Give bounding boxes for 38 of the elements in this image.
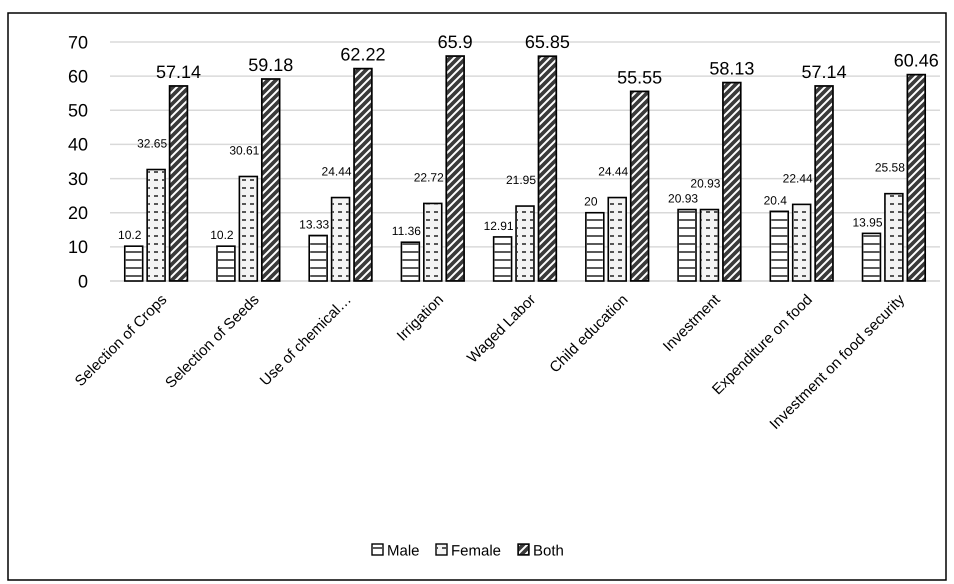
- data-label: 59.18: [248, 54, 294, 75]
- data-label: 21.95: [506, 173, 536, 188]
- data-label: 60.46: [894, 50, 939, 71]
- data-label: 30.61: [229, 143, 260, 158]
- data-label: 20.4: [764, 193, 788, 208]
- data-label: 10.2: [210, 228, 234, 242]
- data-label: 55.55: [617, 67, 662, 88]
- y-tick-label: 10: [68, 237, 88, 258]
- data-label: 12.91: [484, 218, 514, 233]
- data-label: 24.44: [598, 164, 629, 179]
- legend-label: Female: [451, 542, 502, 560]
- y-tick-label: 70: [68, 32, 88, 52]
- y-tick-label: 60: [68, 66, 88, 86]
- data-label: 20: [584, 194, 598, 209]
- data-label: 10.2: [118, 228, 142, 242]
- data-label: 20.93: [690, 176, 721, 191]
- data-label: 24.44: [322, 164, 352, 179]
- data-label: 62.22: [340, 44, 386, 65]
- data-label: 57.14: [156, 62, 202, 82]
- data-label: 22.72: [414, 170, 444, 184]
- data-label: 13.95: [852, 215, 883, 230]
- data-label: 32.65: [137, 136, 168, 151]
- data-label: 13.33: [299, 217, 330, 232]
- y-tick-label: 30: [68, 168, 88, 189]
- y-tick-label: 20: [68, 203, 88, 224]
- y-tick-label: 0: [78, 271, 88, 292]
- data-label: 20.93: [668, 192, 698, 206]
- data-label: 11.36: [392, 224, 422, 238]
- y-tick-label: 50: [68, 100, 88, 121]
- data-label: 58.13: [709, 58, 754, 79]
- data-label: 22.44: [782, 171, 814, 186]
- data-label: 57.14: [802, 62, 847, 82]
- legend-label: Male: [387, 542, 420, 560]
- data-label: 65.85: [524, 32, 570, 52]
- data-label: 25.58: [874, 160, 906, 175]
- legend-label: Both: [533, 542, 564, 560]
- data-label: 65.9: [438, 32, 473, 52]
- y-tick-label: 40: [68, 134, 88, 155]
